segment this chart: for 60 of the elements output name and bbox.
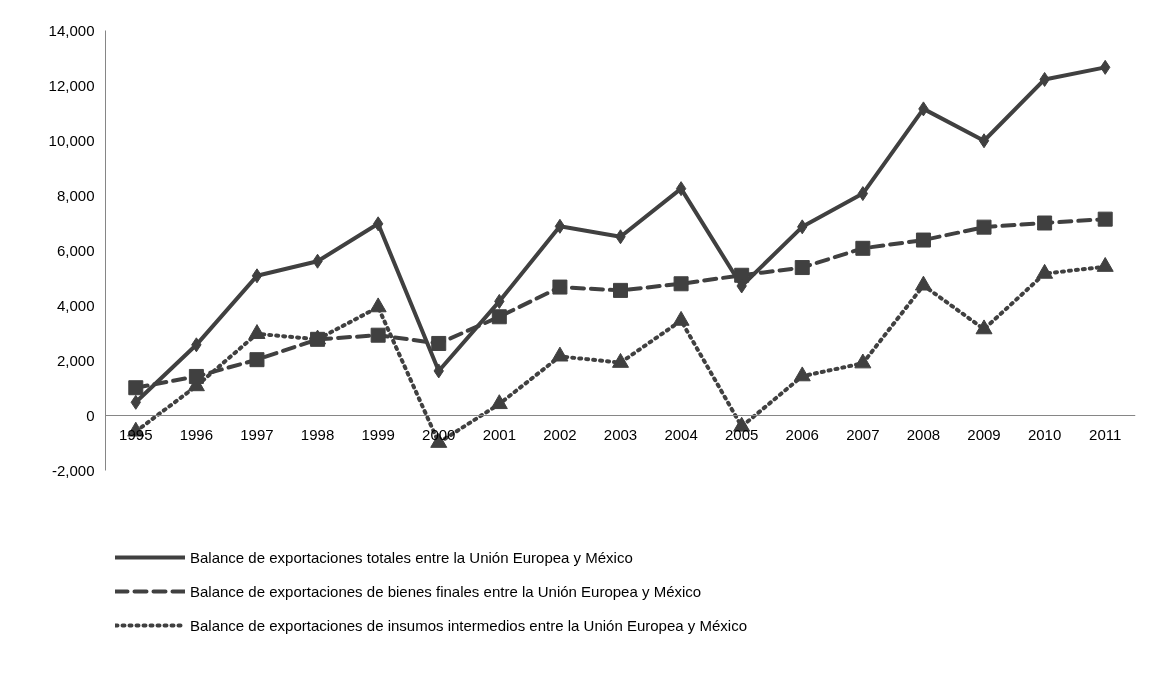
point: [734, 267, 750, 283]
y-tick-label: 14,000: [48, 21, 95, 39]
y-tick-label: 4,000: [56, 296, 95, 314]
x-tick-label: 2007: [846, 425, 880, 443]
point: [370, 327, 386, 343]
legend-label: Balance de exportaciones de insumos intermedios entre la Unión Europea y México: [190, 615, 747, 635]
point: [554, 218, 566, 234]
point: [431, 335, 447, 351]
point: [248, 324, 266, 339]
y-tick-label: 6,000: [56, 241, 95, 259]
x-tick-label: 2002: [543, 425, 577, 443]
y-tick-label: 0: [86, 406, 95, 424]
y-tick-label: 2,000: [56, 351, 95, 369]
x-tick-label: 2005: [724, 425, 759, 443]
point: [675, 181, 687, 197]
point: [372, 216, 384, 232]
point: [369, 297, 387, 313]
legend-label: Balance de exportaciones totales entre la Unión Europea y México: [190, 547, 633, 567]
point: [976, 219, 992, 235]
point: [612, 352, 629, 368]
point: [188, 368, 204, 384]
point: [978, 133, 990, 149]
x-tick-label: 2008: [906, 425, 941, 443]
x-tick-label: 2006: [785, 425, 819, 443]
x-tick-label: 2001: [482, 425, 517, 443]
x-tick-label: 1995: [119, 425, 153, 443]
x-tick-label: 2003: [603, 425, 638, 443]
point: [855, 240, 871, 256]
point: [975, 319, 993, 335]
point: [914, 275, 932, 291]
point: [794, 260, 810, 276]
point: [857, 186, 869, 202]
y-tick-label: 10,000: [48, 131, 95, 149]
point: [854, 353, 872, 369]
x-tick-label: 1996: [179, 425, 214, 443]
point: [672, 310, 690, 326]
point: [793, 366, 811, 382]
legend-label: Balance de exportaciones de bienes finales entre la Unión Europea y México: [190, 581, 702, 601]
y-tick-label: 12,000: [48, 76, 95, 94]
x-tick-label: 1997: [240, 425, 274, 443]
point: [128, 380, 144, 396]
point: [1097, 211, 1113, 227]
y-tick-label: -2,000: [51, 461, 95, 479]
point: [249, 352, 265, 368]
point: [673, 276, 689, 292]
point: [491, 309, 507, 325]
point: [551, 346, 569, 362]
x-tick-label: 2009: [967, 425, 1001, 443]
point: [915, 232, 931, 248]
point: [552, 279, 568, 295]
point: [251, 268, 263, 284]
y-tick-label: 8,000: [56, 186, 95, 204]
point: [490, 394, 508, 410]
x-tick-label: 1999: [361, 425, 395, 443]
point: [1037, 215, 1053, 231]
x-tick-label: 2004: [664, 425, 698, 443]
x-tick-label: 2010: [1027, 425, 1062, 443]
x-tick-label: 2011: [1089, 425, 1122, 443]
point: [613, 282, 628, 298]
x-tick-label: 1998: [300, 425, 335, 443]
